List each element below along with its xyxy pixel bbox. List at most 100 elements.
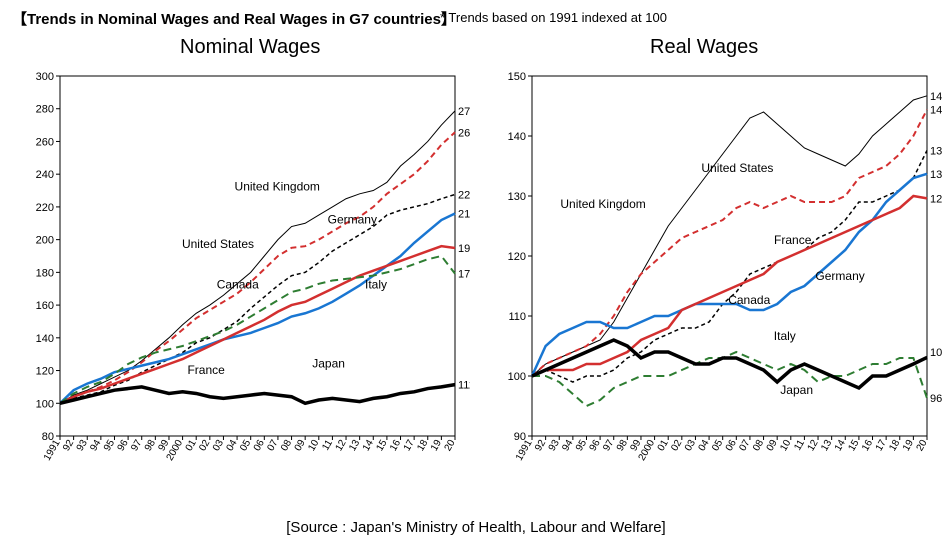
svg-text:150: 150 [508, 71, 526, 83]
chart-nominal: 8010012014016018020022024026028030019919… [20, 66, 470, 511]
svg-text:02: 02 [197, 438, 212, 454]
svg-text:220: 220 [36, 202, 54, 214]
svg-text:15: 15 [374, 438, 389, 454]
series-line-us [532, 110, 927, 376]
svg-text:280: 280 [36, 104, 54, 116]
series-label: France [187, 363, 225, 377]
series-label: Italy [365, 278, 387, 292]
svg-text:15: 15 [846, 438, 861, 454]
series-line-us [60, 132, 455, 403]
svg-text:05: 05 [710, 438, 725, 454]
svg-text:130: 130 [508, 191, 526, 203]
svg-text:95: 95 [102, 438, 117, 454]
svg-text:09: 09 [765, 438, 780, 454]
svg-text:98: 98 [143, 438, 158, 454]
svg-text:08: 08 [279, 438, 294, 454]
svg-text:08: 08 [751, 438, 766, 454]
svg-text:01: 01 [184, 438, 199, 454]
series-label: Germany [328, 212, 377, 226]
svg-text:94: 94 [560, 438, 575, 454]
svg-text:17: 17 [874, 438, 889, 454]
svg-text:98: 98 [615, 438, 630, 454]
svg-text:200: 200 [36, 235, 54, 247]
svg-text:110: 110 [508, 311, 526, 323]
svg-text:17: 17 [402, 438, 417, 454]
series-label: Italy [774, 329, 796, 343]
series-label: France [774, 233, 812, 247]
svg-text:92: 92 [533, 438, 548, 454]
svg-text:06: 06 [724, 438, 739, 454]
svg-text:07: 07 [737, 438, 752, 454]
svg-text:97: 97 [601, 438, 616, 454]
svg-text:20: 20 [443, 438, 458, 454]
svg-text:93: 93 [547, 438, 562, 454]
svg-text:16: 16 [860, 438, 875, 454]
svg-text:01: 01 [656, 438, 671, 454]
svg-text:100: 100 [36, 398, 54, 410]
end-label: 111.4 [458, 380, 470, 392]
series-label: Japan [312, 356, 345, 370]
end-label: 194.9 [458, 243, 470, 255]
svg-text:95: 95 [574, 438, 589, 454]
svg-text:140: 140 [36, 333, 54, 345]
end-label: 146.7 [930, 91, 942, 103]
end-label: 133.7 [930, 169, 942, 181]
svg-text:10: 10 [778, 438, 793, 454]
end-label: 265.6 [458, 127, 470, 139]
svg-text:160: 160 [36, 300, 54, 312]
series-label: United States [182, 237, 254, 251]
svg-text:14: 14 [361, 438, 376, 454]
end-label: 137.6 [930, 145, 942, 157]
svg-text:93: 93 [75, 438, 90, 454]
end-label: 96.3 [930, 393, 942, 405]
end-label: 179.2 [458, 269, 470, 281]
svg-text:04: 04 [225, 438, 240, 454]
end-label: 129.6 [930, 193, 942, 205]
series-line-canada [532, 150, 927, 382]
svg-text:300: 300 [36, 71, 54, 83]
chart-title-real: Real Wages [650, 36, 758, 59]
svg-text:20: 20 [915, 438, 930, 454]
svg-text:180: 180 [36, 267, 54, 279]
svg-text:12: 12 [334, 438, 349, 454]
page-subtitle: * Trends based on 1991 indexed at 100 [440, 10, 667, 25]
series-label: Germany [815, 269, 864, 283]
page-title: 【Trends in Nominal Wages and Real Wages … [12, 8, 456, 29]
svg-text:12: 12 [806, 438, 821, 454]
svg-text:100: 100 [508, 371, 526, 383]
svg-text:06: 06 [252, 438, 267, 454]
svg-text:94: 94 [88, 438, 103, 454]
svg-text:11: 11 [792, 438, 807, 453]
series-label: United States [701, 161, 773, 175]
svg-text:260: 260 [36, 136, 54, 148]
end-label: 103.1 [930, 347, 942, 359]
svg-text:13: 13 [819, 438, 834, 454]
end-label: 278.7 [458, 106, 470, 118]
end-label: 227.6 [458, 189, 470, 201]
svg-text:18: 18 [887, 438, 902, 454]
end-label: 144.4 [930, 105, 942, 117]
svg-text:03: 03 [683, 438, 698, 454]
svg-text:240: 240 [36, 169, 54, 181]
series-line-japan [60, 385, 455, 404]
series-label: United Kingdom [235, 180, 320, 194]
svg-text:96: 96 [116, 438, 131, 454]
series-label: United Kingdom [560, 197, 645, 211]
svg-text:96: 96 [588, 438, 603, 454]
svg-text:16: 16 [388, 438, 403, 454]
svg-text:120: 120 [508, 251, 526, 263]
svg-text:07: 07 [265, 438, 280, 454]
svg-text:97: 97 [129, 438, 144, 454]
svg-text:04: 04 [697, 438, 712, 454]
svg-text:120: 120 [36, 366, 54, 378]
svg-text:11: 11 [320, 438, 335, 453]
svg-text:03: 03 [211, 438, 226, 454]
series-line-uk [60, 111, 455, 403]
svg-text:140: 140 [508, 131, 526, 143]
svg-text:02: 02 [669, 438, 684, 454]
chart-real: 9010011012013014015019919293949596979899… [492, 66, 942, 511]
svg-text:09: 09 [293, 438, 308, 454]
svg-text:13: 13 [347, 438, 362, 454]
svg-text:10: 10 [306, 438, 321, 454]
end-label: 216.0 [458, 208, 470, 220]
